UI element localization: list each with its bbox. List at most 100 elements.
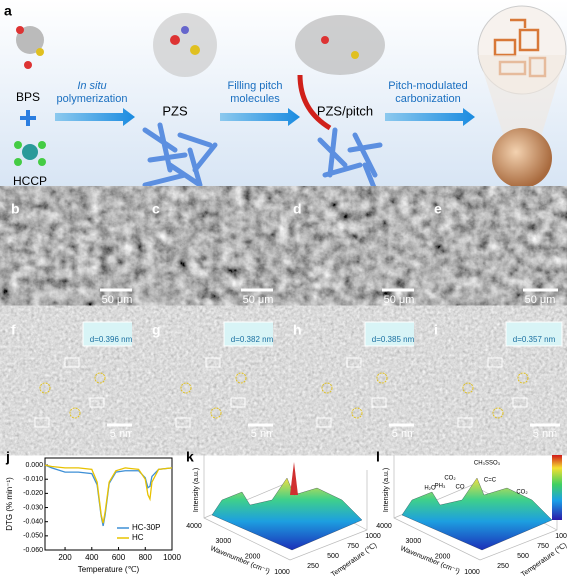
x-tick-label: 3000 [216, 538, 232, 545]
scale-label: 5 nm [251, 428, 275, 440]
z-tick-label: 500 [517, 553, 529, 560]
colorbar [552, 455, 562, 520]
panel-label: d [293, 201, 302, 217]
x-tick-label: 4000 [376, 523, 392, 530]
panel-label: b [11, 201, 20, 217]
plot-frame [44, 457, 173, 551]
z-tick-label: 750 [347, 543, 359, 550]
step-label: molecules [230, 93, 280, 105]
x-tick-label: 1000 [163, 553, 181, 562]
lattice-mark [321, 382, 333, 394]
inset [82, 321, 140, 347]
scale-label: 5 nm [533, 428, 557, 440]
surface [211, 477, 363, 551]
y-axis-label: DTG (% min⁻¹) [5, 477, 14, 531]
lattice-box [512, 397, 528, 408]
data-line [44, 464, 173, 527]
lattice-box [487, 357, 503, 368]
lattice-mark [235, 372, 247, 384]
z-tick-label: 250 [307, 563, 319, 570]
scale-label: 5 nm [110, 428, 134, 440]
x-tick-label: 3000 [406, 538, 422, 545]
x-axis-label: Wavenumber (cm⁻¹) [209, 545, 270, 575]
x-tick-label: 2000 [435, 554, 451, 561]
product-label: PZS [162, 103, 188, 118]
lattice-box [457, 417, 473, 428]
lattice-box [64, 357, 80, 368]
y-tick-label: -0.040 [23, 519, 43, 526]
panel-label: e [434, 201, 442, 217]
step-label: polymerization [57, 93, 128, 105]
panel-label: g [152, 322, 161, 338]
panel-label: k [186, 449, 194, 465]
x-tick-label: 400 [85, 553, 99, 562]
x-tick-label: 200 [58, 553, 72, 562]
z-tick-label: 500 [327, 553, 339, 560]
panel-label: l [376, 449, 380, 465]
y-axis-label: Intensity (a.u.) [193, 468, 200, 512]
inset [364, 321, 422, 347]
x-tick-label: 600 [112, 553, 126, 562]
inset [505, 321, 563, 347]
inset [223, 321, 281, 347]
z-tick-label: 750 [537, 543, 549, 550]
legend-label: HC [132, 533, 144, 542]
scheme-arrows [55, 108, 475, 126]
d-spacing: d=0.357 nm [513, 335, 556, 344]
step-label: Filling pitch [227, 80, 282, 92]
lattice-mark [517, 372, 529, 384]
reactant-label: BPS [16, 90, 40, 104]
annotation: PH₃ [435, 484, 446, 490]
lattice-mark [492, 407, 504, 419]
y-tick-label: -0.060 [23, 547, 43, 554]
lattice-box [371, 397, 387, 408]
lattice-box [346, 357, 362, 368]
lattice-box [316, 417, 332, 428]
lattice-mark [462, 382, 474, 394]
surface [401, 477, 553, 551]
d-spacing: d=0.382 nm [231, 335, 274, 344]
annotation: H₂O [424, 486, 436, 492]
annotation: CO [456, 485, 465, 491]
y-tick-label: -0.010 [23, 476, 43, 483]
x-tick-label: 4000 [186, 523, 202, 530]
y-tick-label: 0.000 [25, 462, 43, 469]
panel-label: h [293, 322, 302, 338]
x-tick-label: 800 [139, 553, 153, 562]
y-tick-label: -0.050 [23, 533, 43, 540]
z-tick-label: 1000 [365, 533, 381, 540]
x-axis-label: Temperature (℃) [78, 565, 140, 574]
lattice-mark [210, 407, 222, 419]
lattice-mark [39, 382, 51, 394]
z-tick-label: 1000 [555, 533, 567, 540]
scheme-background [0, 0, 567, 195]
z-tick-label: 250 [497, 563, 509, 570]
product-label: PZS/pitch [317, 103, 373, 118]
lattice-box [175, 417, 191, 428]
x-axis-label: Wavenumber (cm⁻¹) [399, 545, 460, 575]
y-tick-label: -0.030 [23, 504, 43, 511]
panel-label: a [4, 3, 12, 19]
d-spacing: d=0.396 nm [90, 335, 133, 344]
d-spacing: d=0.385 nm [372, 335, 415, 344]
peak [290, 462, 298, 495]
annotation: C=C [484, 478, 497, 484]
scale-label: 50 μm [243, 294, 274, 306]
scale-label: 50 μm [102, 294, 133, 306]
lattice-box [205, 357, 221, 368]
legend-label: HC-30P [132, 523, 160, 532]
x-tick-label: 1000 [464, 569, 480, 576]
lattice-box [34, 417, 50, 428]
x-tick-label: 2000 [245, 554, 261, 561]
lattice-mark [180, 382, 192, 394]
panel-label: f [11, 322, 16, 338]
lattice-mark [376, 372, 388, 384]
lattice-box [89, 397, 105, 408]
panel-label: i [434, 322, 438, 338]
lattice-box [230, 397, 246, 408]
step-label: Pitch-modulated [388, 80, 468, 92]
data-line [44, 464, 173, 524]
x-tick-label: 1000 [274, 569, 290, 576]
lattice-mark [351, 407, 363, 419]
